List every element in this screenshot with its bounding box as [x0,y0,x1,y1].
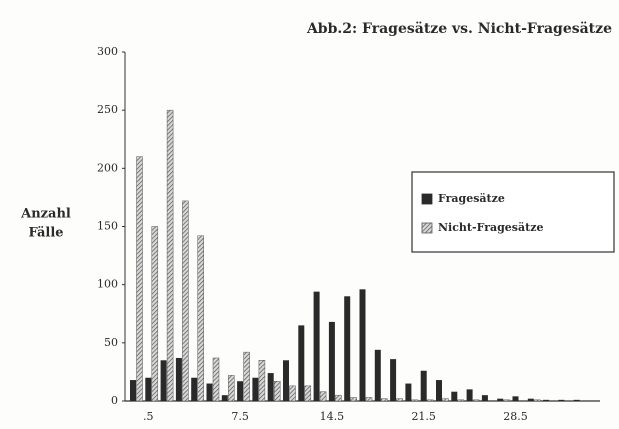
y-tick-label: 300 [97,45,118,58]
x-tick-label: 21.5 [411,410,436,423]
bar [534,399,541,402]
bar [228,375,235,402]
bar [365,397,373,402]
bar [221,395,228,401]
legend-label: Nicht-Fragesätze [438,221,543,234]
x-tick-label: .5 [143,410,154,423]
bar [497,398,504,401]
bar [466,389,473,401]
bar [335,394,342,402]
y-tick-label: 50 [104,336,118,349]
legend-swatch [421,193,433,205]
bar [298,325,305,401]
bar [381,398,388,402]
y-tick-label: 150 [97,220,118,233]
bar [558,399,565,401]
legend-box [411,171,615,253]
bar [481,395,488,401]
bar [328,321,335,401]
bar [374,349,381,401]
bar [252,377,259,401]
bar [267,373,274,401]
bar [289,385,296,402]
bar [512,396,519,401]
x-tick-label: 28.5 [503,410,528,423]
bar [405,383,412,401]
bar [151,226,159,402]
bar [359,289,366,401]
bar [304,385,312,402]
legend-swatch [421,222,433,234]
bar [273,380,281,402]
bar [166,109,174,402]
bar [411,399,419,402]
y-tick-label: 250 [97,103,118,116]
bar [503,399,510,402]
bar [420,370,427,401]
chart-title: Abb.2: Fragesätze vs. Nicht-Fragesätze [306,21,612,37]
bar [243,351,250,402]
bar [191,377,198,401]
bar [573,399,580,401]
bar [145,377,152,401]
bar [313,291,320,401]
bar [136,156,143,402]
y-tick-label: 200 [97,161,118,174]
bar [442,398,449,402]
bar [457,399,465,402]
legend-label: Fragesätze [438,192,505,205]
bar [426,399,434,402]
bar [130,380,136,401]
bar [319,391,327,402]
bar [212,357,220,402]
bar [160,360,167,401]
y-axis-label: Fälle [28,226,63,241]
bar [258,360,266,402]
bar [344,296,351,401]
bar [451,391,458,401]
y-tick-label: 100 [97,278,118,291]
bar [197,235,204,402]
bar [390,359,397,401]
bar [350,397,357,402]
bar [527,398,534,401]
y-tick-label: 0 [111,394,118,407]
bar [283,360,289,401]
bar [543,399,550,401]
bar [237,381,244,401]
bar [206,383,213,401]
bar [436,380,442,401]
bar [472,399,480,402]
bar [175,357,182,401]
x-tick-label: 14.5 [320,410,345,423]
bar [396,398,403,402]
bar [182,200,189,402]
x-tick-label: 7.5 [231,410,249,423]
y-axis-label: Anzahl [20,207,71,222]
